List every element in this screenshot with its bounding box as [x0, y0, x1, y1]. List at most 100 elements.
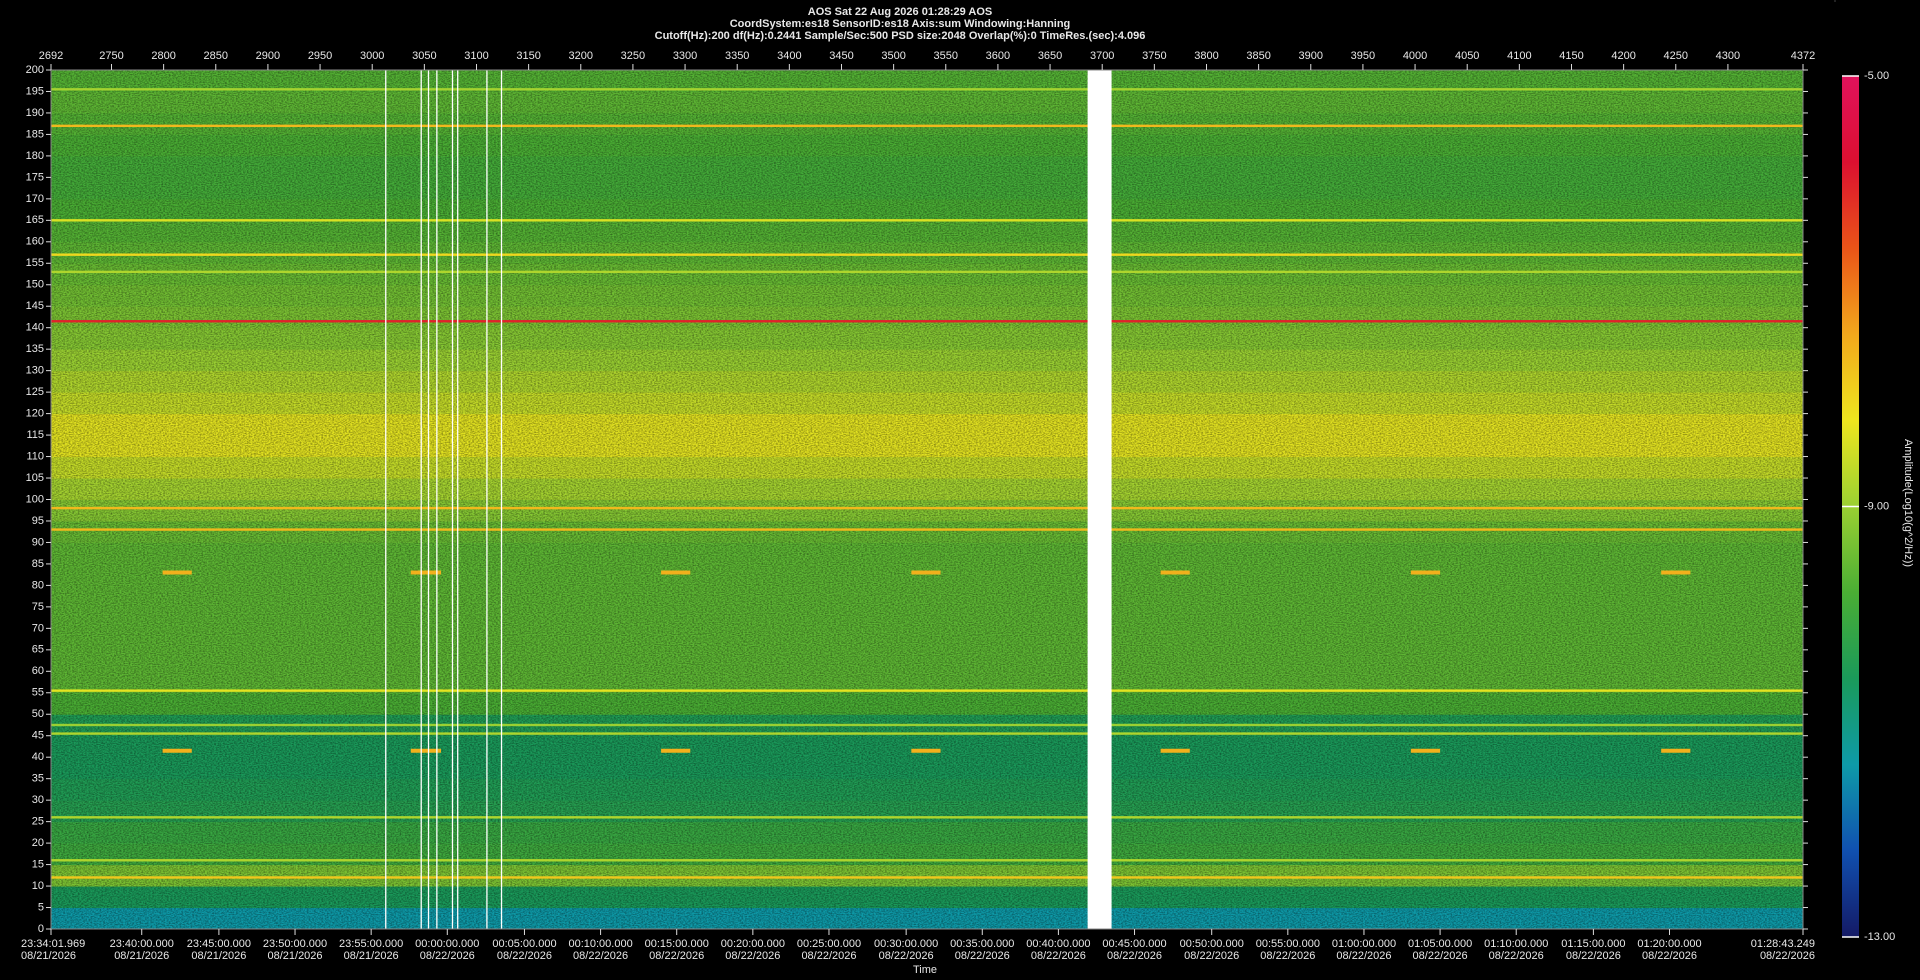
- y-tick-label: 115: [26, 429, 44, 441]
- y-tick-label: 75: [32, 601, 44, 613]
- time-tick-date: 08/22/2026: [649, 950, 704, 962]
- time-tick-date: 08/22/2026: [1489, 950, 1544, 962]
- time-tick-label: 00:30:00.000: [874, 938, 938, 950]
- y-tick-label: 130: [26, 365, 44, 377]
- y-tick-label: 45: [32, 730, 44, 742]
- y-tick-label: 165: [26, 214, 44, 226]
- y-tick-label: 10: [32, 880, 44, 892]
- y-tick-label: 70: [32, 622, 44, 634]
- x-tick-label: 4150: [1559, 50, 1583, 62]
- time-tick-label: 00:50:00.000: [1180, 938, 1244, 950]
- x-tick-label: 3550: [934, 50, 958, 62]
- x-tick-label: 4000: [1403, 50, 1427, 62]
- time-tick-date: 08/21/2026: [191, 950, 246, 962]
- colorbar-tick-label: -13.00: [1864, 931, 1895, 943]
- time-tick-label: 23:45:00.000: [187, 938, 251, 950]
- pulse: [1410, 748, 1441, 753]
- time-tick-date: 08/22/2026: [1413, 950, 1468, 962]
- y-tick-label: 150: [26, 279, 44, 291]
- time-tick-date: 08/22/2026: [725, 950, 780, 962]
- y-tick-label: 185: [26, 128, 44, 140]
- time-tick-label: 00:40:00.000: [1026, 938, 1090, 950]
- y-tick-label: 85: [32, 558, 44, 570]
- x-tick-label: 3300: [673, 50, 697, 62]
- x-tick-label: 3400: [777, 50, 801, 62]
- time-tick-date: 08/22/2026: [573, 950, 628, 962]
- y-tick-label: 190: [26, 107, 44, 119]
- time-tick-label: 00:55:00.000: [1256, 938, 1320, 950]
- y-tick-label: 155: [26, 257, 44, 269]
- pulse: [1160, 748, 1190, 753]
- x-tick-label: 4250: [1664, 50, 1688, 62]
- x-tick-label: 3350: [725, 50, 749, 62]
- time-tick-date: 08/21/2026: [267, 950, 322, 962]
- x-tick-label: 2850: [204, 50, 228, 62]
- time-tick-label: 23:40:00.000: [110, 938, 174, 950]
- time-tick-label: 01:10:00.000: [1484, 938, 1548, 950]
- x-tick-label: 3800: [1194, 50, 1218, 62]
- colorbar-tick-label: -9.00: [1864, 500, 1889, 512]
- y-tick-label: 40: [32, 751, 44, 763]
- x-tick-label: 3150: [516, 50, 540, 62]
- time-tick-label: 01:15:00.000: [1561, 938, 1625, 950]
- tone-line: [51, 689, 1803, 692]
- y-tick-label: 110: [26, 450, 44, 462]
- x-tick-label: 2800: [151, 50, 175, 62]
- tone-line: [51, 270, 1803, 274]
- pulse: [1160, 570, 1190, 575]
- x-tick-label: 3100: [464, 50, 488, 62]
- time-tick-date: 08/21/2026: [344, 950, 399, 962]
- time-tick-date: 08/22/2026: [497, 950, 552, 962]
- y-tick-label: 140: [26, 322, 44, 334]
- y-tick-label: 175: [26, 171, 44, 183]
- y-tick-label: 15: [32, 858, 44, 870]
- x-tick-label: 3750: [1142, 50, 1166, 62]
- tone-line: [51, 528, 1803, 531]
- time-tick-label: 01:28:43.249: [1751, 938, 1815, 950]
- chart-subtitle: Cutoff(Hz):200 df(Hz):0.2441 Sample/Sec:…: [655, 30, 1146, 42]
- y-tick-label: 0: [38, 923, 44, 935]
- y-tick-label: 170: [26, 193, 44, 205]
- time-tick-label: 00:05:00.000: [492, 938, 556, 950]
- tone-line: [51, 506, 1803, 510]
- pulse: [410, 570, 442, 575]
- y-tick-label: 160: [26, 236, 44, 248]
- time-tick-date: 08/22/2026: [1760, 950, 1815, 962]
- pulse: [661, 570, 691, 575]
- time-tick-date: 08/22/2026: [1031, 950, 1086, 962]
- tone-line: [51, 732, 1803, 735]
- time-tick-date: 08/21/2026: [21, 950, 76, 962]
- pulse: [410, 748, 442, 753]
- noise-texture: [51, 70, 1803, 929]
- x-tick-label: 3950: [1351, 50, 1375, 62]
- x-tick-label: 3850: [1246, 50, 1270, 62]
- y-tick-label: 200: [26, 64, 44, 76]
- pulse: [1410, 570, 1441, 575]
- time-tick-date: 08/22/2026: [1336, 950, 1391, 962]
- data-gap: [1087, 70, 1112, 929]
- time-tick-label: 00:15:00.000: [645, 938, 709, 950]
- time-tick-label: 00:20:00.000: [721, 938, 785, 950]
- x-tick-label: 3000: [360, 50, 384, 62]
- x-tick-label: 2692: [39, 50, 63, 62]
- tone-line: [51, 124, 1803, 128]
- time-tick-date: 08/22/2026: [801, 950, 856, 962]
- y-tick-label: 5: [38, 901, 44, 913]
- pulse: [911, 748, 941, 753]
- colorbar-tick-label: -5.00: [1864, 70, 1889, 82]
- y-tick-label: 180: [26, 150, 44, 162]
- time-tick-date: 08/21/2026: [114, 950, 169, 962]
- x-tick-label: 3600: [986, 50, 1010, 62]
- time-tick-label: 23:55:00.000: [339, 938, 403, 950]
- pulse: [1661, 570, 1691, 575]
- x-tick-label: 2900: [256, 50, 280, 62]
- y-tick-label: 95: [32, 515, 44, 527]
- y-tick-label: 35: [32, 773, 44, 785]
- y-tick-label: 195: [26, 85, 44, 97]
- pulse: [911, 570, 941, 575]
- x-tick-label: 2750: [99, 50, 123, 62]
- time-tick-date: 08/22/2026: [1642, 950, 1697, 962]
- x-tick-label: 3450: [829, 50, 853, 62]
- y-tick-label: 55: [32, 687, 44, 699]
